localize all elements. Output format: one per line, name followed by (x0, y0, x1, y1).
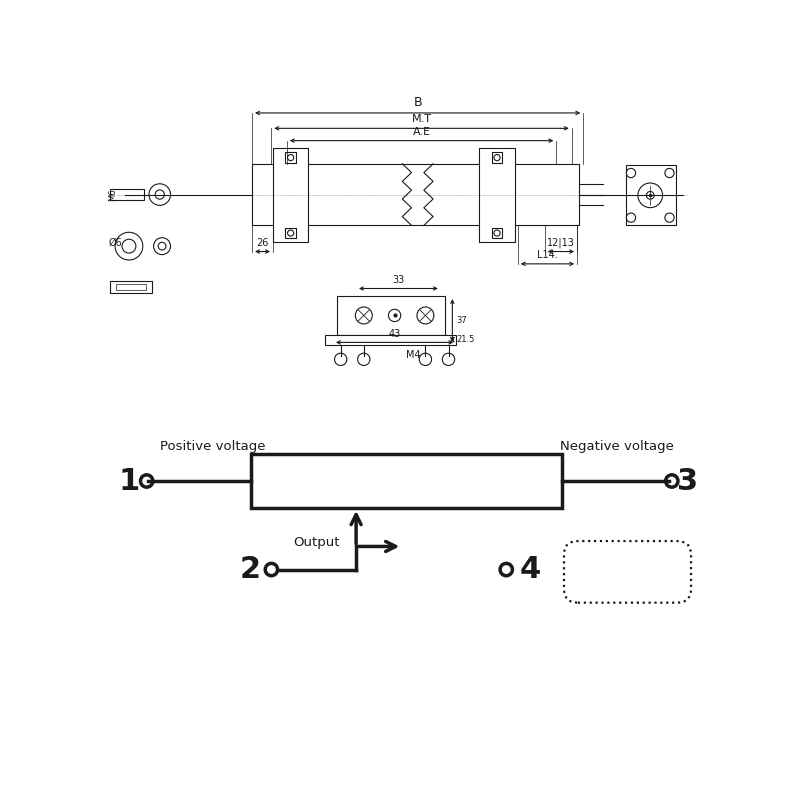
Text: 2: 2 (240, 555, 261, 584)
Circle shape (358, 353, 370, 366)
Text: 37: 37 (456, 316, 467, 325)
Text: 33: 33 (392, 274, 405, 285)
Circle shape (122, 239, 136, 253)
Circle shape (626, 213, 636, 222)
Circle shape (266, 563, 278, 576)
Bar (273, 148, 308, 242)
Circle shape (115, 232, 143, 260)
Circle shape (158, 242, 166, 250)
Bar (492, 228, 502, 238)
Text: A.E: A.E (413, 127, 430, 137)
Text: 26: 26 (256, 238, 269, 248)
Bar (110, 281, 152, 293)
Bar (626, 166, 676, 226)
Text: Ø6: Ø6 (108, 238, 122, 247)
Text: Positive voltage: Positive voltage (160, 439, 266, 453)
Circle shape (355, 307, 372, 324)
Text: L14.: L14. (537, 250, 558, 260)
Circle shape (154, 238, 170, 254)
Text: M6: M6 (108, 188, 117, 201)
Circle shape (287, 154, 294, 161)
Text: B: B (414, 96, 422, 109)
Text: 4: 4 (520, 555, 542, 584)
Circle shape (442, 353, 454, 366)
Circle shape (500, 563, 513, 576)
Bar (326, 334, 456, 345)
Bar (337, 296, 445, 334)
Bar (286, 152, 296, 163)
Text: M.T: M.T (411, 114, 431, 125)
Bar (116, 284, 146, 290)
Text: 43: 43 (389, 329, 401, 338)
Bar (252, 164, 579, 226)
Circle shape (417, 307, 434, 324)
Bar (286, 228, 296, 238)
Circle shape (626, 168, 636, 178)
Circle shape (419, 353, 431, 366)
Text: M4: M4 (406, 350, 421, 360)
Circle shape (646, 191, 654, 199)
Circle shape (665, 168, 674, 178)
Text: 21.5: 21.5 (456, 335, 474, 344)
Text: Output: Output (293, 536, 339, 549)
Circle shape (665, 213, 674, 222)
FancyBboxPatch shape (564, 541, 691, 602)
Circle shape (666, 475, 678, 487)
Circle shape (149, 184, 170, 206)
Bar (110, 189, 144, 200)
Circle shape (494, 230, 500, 236)
Circle shape (494, 154, 500, 161)
Circle shape (389, 310, 401, 322)
Text: 12|13: 12|13 (547, 237, 575, 248)
Bar (479, 148, 514, 242)
Circle shape (334, 353, 347, 366)
Bar (250, 454, 562, 508)
Circle shape (638, 183, 662, 208)
Text: Negative voltage: Negative voltage (560, 439, 674, 453)
Bar (492, 152, 502, 163)
Circle shape (155, 190, 164, 199)
Text: 3: 3 (677, 466, 698, 495)
Circle shape (141, 475, 153, 487)
Circle shape (287, 230, 294, 236)
Text: 1: 1 (118, 466, 139, 495)
